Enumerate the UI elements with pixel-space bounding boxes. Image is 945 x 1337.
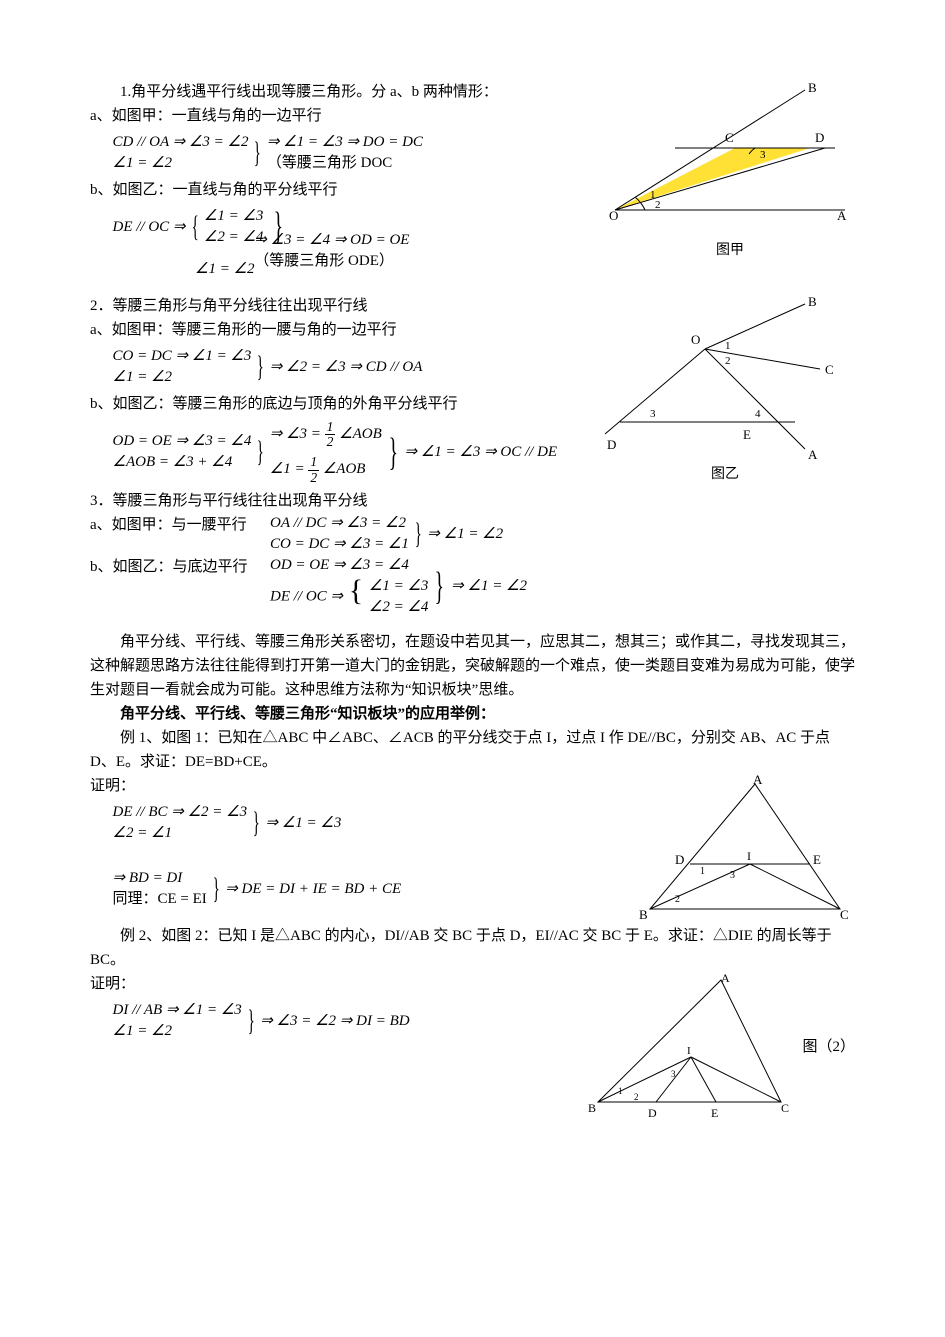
svg-text:1: 1 [618,1086,623,1096]
math-3b: OD = OE ⇒ ∠3 = ∠4 DE // OC ⇒ { ∠1 = ∠3 ∠… [270,555,527,618]
svg-text:A: A [808,447,818,462]
figure-yi: O A B C D E 1 2 3 4 图乙 [595,294,855,486]
svg-text:2: 2 [725,355,731,367]
svg-text:O: O [609,208,618,223]
svg-text:B: B [588,1101,596,1115]
svg-text:2: 2 [634,1092,639,1102]
svg-text:D: D [607,437,616,452]
math-1b: DE // OC ⇒ { ∠1 = ∠3 ∠2 = ∠4 } ∠1 = ∠2 ⇒… [113,206,596,290]
heading-3: 3．等腰三角形与平行线往往出现角平分线 [90,489,855,513]
math-3a: OA // DC ⇒ ∠3 = ∠2 CO = DC ⇒ ∠3 = ∠1 } ⇒… [270,513,503,555]
svg-text:2: 2 [675,894,680,905]
svg-text:C: C [825,362,834,377]
svg-text:4: 4 [755,408,761,420]
svg-text:3: 3 [650,408,656,420]
figure-jia: O A B C D 1 2 3 图甲 [605,80,855,262]
svg-text:2: 2 [655,199,661,211]
proof-label-2: 证明： [90,972,576,996]
math-2a: CO = DC ⇒ ∠1 = ∠3 ∠1 = ∠2 } ⇒ ∠2 = ∠3 ⇒ … [113,346,586,388]
svg-text:O: O [691,332,700,347]
svg-text:E: E [743,427,751,442]
svg-text:E: E [813,852,821,867]
math-2b: OD = OE ⇒ ∠3 = ∠4 ∠AOB = ∠3 + ∠4 } ⇒ ∠3 … [113,420,586,485]
svg-text:C: C [781,1101,789,1115]
proof-label-1: 证明： [90,774,625,798]
heading-2: 2．等腰三角形与角平分线往往出现平行线 [90,294,585,318]
figure-1: A B C D E I 1 2 3 [635,774,855,924]
example-1: 例 1、如图 1：已知在△ABC 中∠ABC、∠ACB 的平分线交于点 I，过点… [90,726,855,774]
svg-text:3: 3 [760,149,766,161]
item-1b: b、如图乙：一直线与角的平分线平行 [90,178,595,202]
svg-text:A: A [753,774,763,787]
svg-text:1: 1 [725,340,731,352]
paragraph-apps-title: 角平分线、平行线、等腰三角形“知识板块”的应用举例： [90,702,855,726]
math-ex2: DI // AB ⇒ ∠1 = ∠3 ∠1 = ∠2 } ⇒ ∠3 = ∠2 ⇒… [113,1000,577,1042]
item-1a: a、如图甲：一直线与角的一边平行 [90,104,595,128]
math-1a: CD // OA ⇒ ∠3 = ∠2 ∠1 = ∠2 } ⇒ ∠1 = ∠3 ⇒… [113,132,596,174]
svg-text:E: E [711,1106,718,1120]
svg-text:3: 3 [671,1069,676,1079]
svg-text:B: B [639,907,648,922]
svg-text:A: A [721,972,730,985]
example-2: 例 2、如图 2：已知 I 是△ABC 的内心，DI//AB 交 BC 于点 D… [90,924,855,972]
math-ex1: DE // BC ⇒ ∠2 = ∠3 ∠2 = ∠1 } ⇒ ∠1 = ∠3 ⇒… [113,802,626,910]
item-2b: b、如图乙：等腰三角形的底边与顶角的外角平分线平行 [90,392,585,416]
svg-text:D: D [675,852,684,867]
figure-2: A B C D E I 1 2 3 图（2） [586,972,855,1122]
svg-text:C: C [840,907,849,922]
svg-text:I: I [747,849,751,863]
svg-text:I: I [687,1045,691,1057]
item-3a: a、如图甲：与一腰平行 [90,513,270,537]
svg-text:D: D [815,130,824,145]
svg-text:A: A [837,208,847,223]
heading-1: 1.角平分线遇平行线出现等腰三角形。分 a、b 两种情形： [90,80,595,104]
paragraph-summary: 角平分线、平行线、等腰三角形关系密切，在题设中若见其一，应思其二，想其三；或作其… [90,630,855,702]
svg-text:B: B [808,80,817,95]
svg-text:1: 1 [700,866,705,877]
item-3b: b、如图乙：与底边平行 [90,555,270,579]
svg-text:B: B [808,294,817,309]
svg-text:C: C [725,130,734,145]
svg-text:D: D [648,1106,657,1120]
svg-text:3: 3 [730,870,735,881]
item-2a: a、如图甲：等腰三角形的一腰与角的一边平行 [90,318,585,342]
